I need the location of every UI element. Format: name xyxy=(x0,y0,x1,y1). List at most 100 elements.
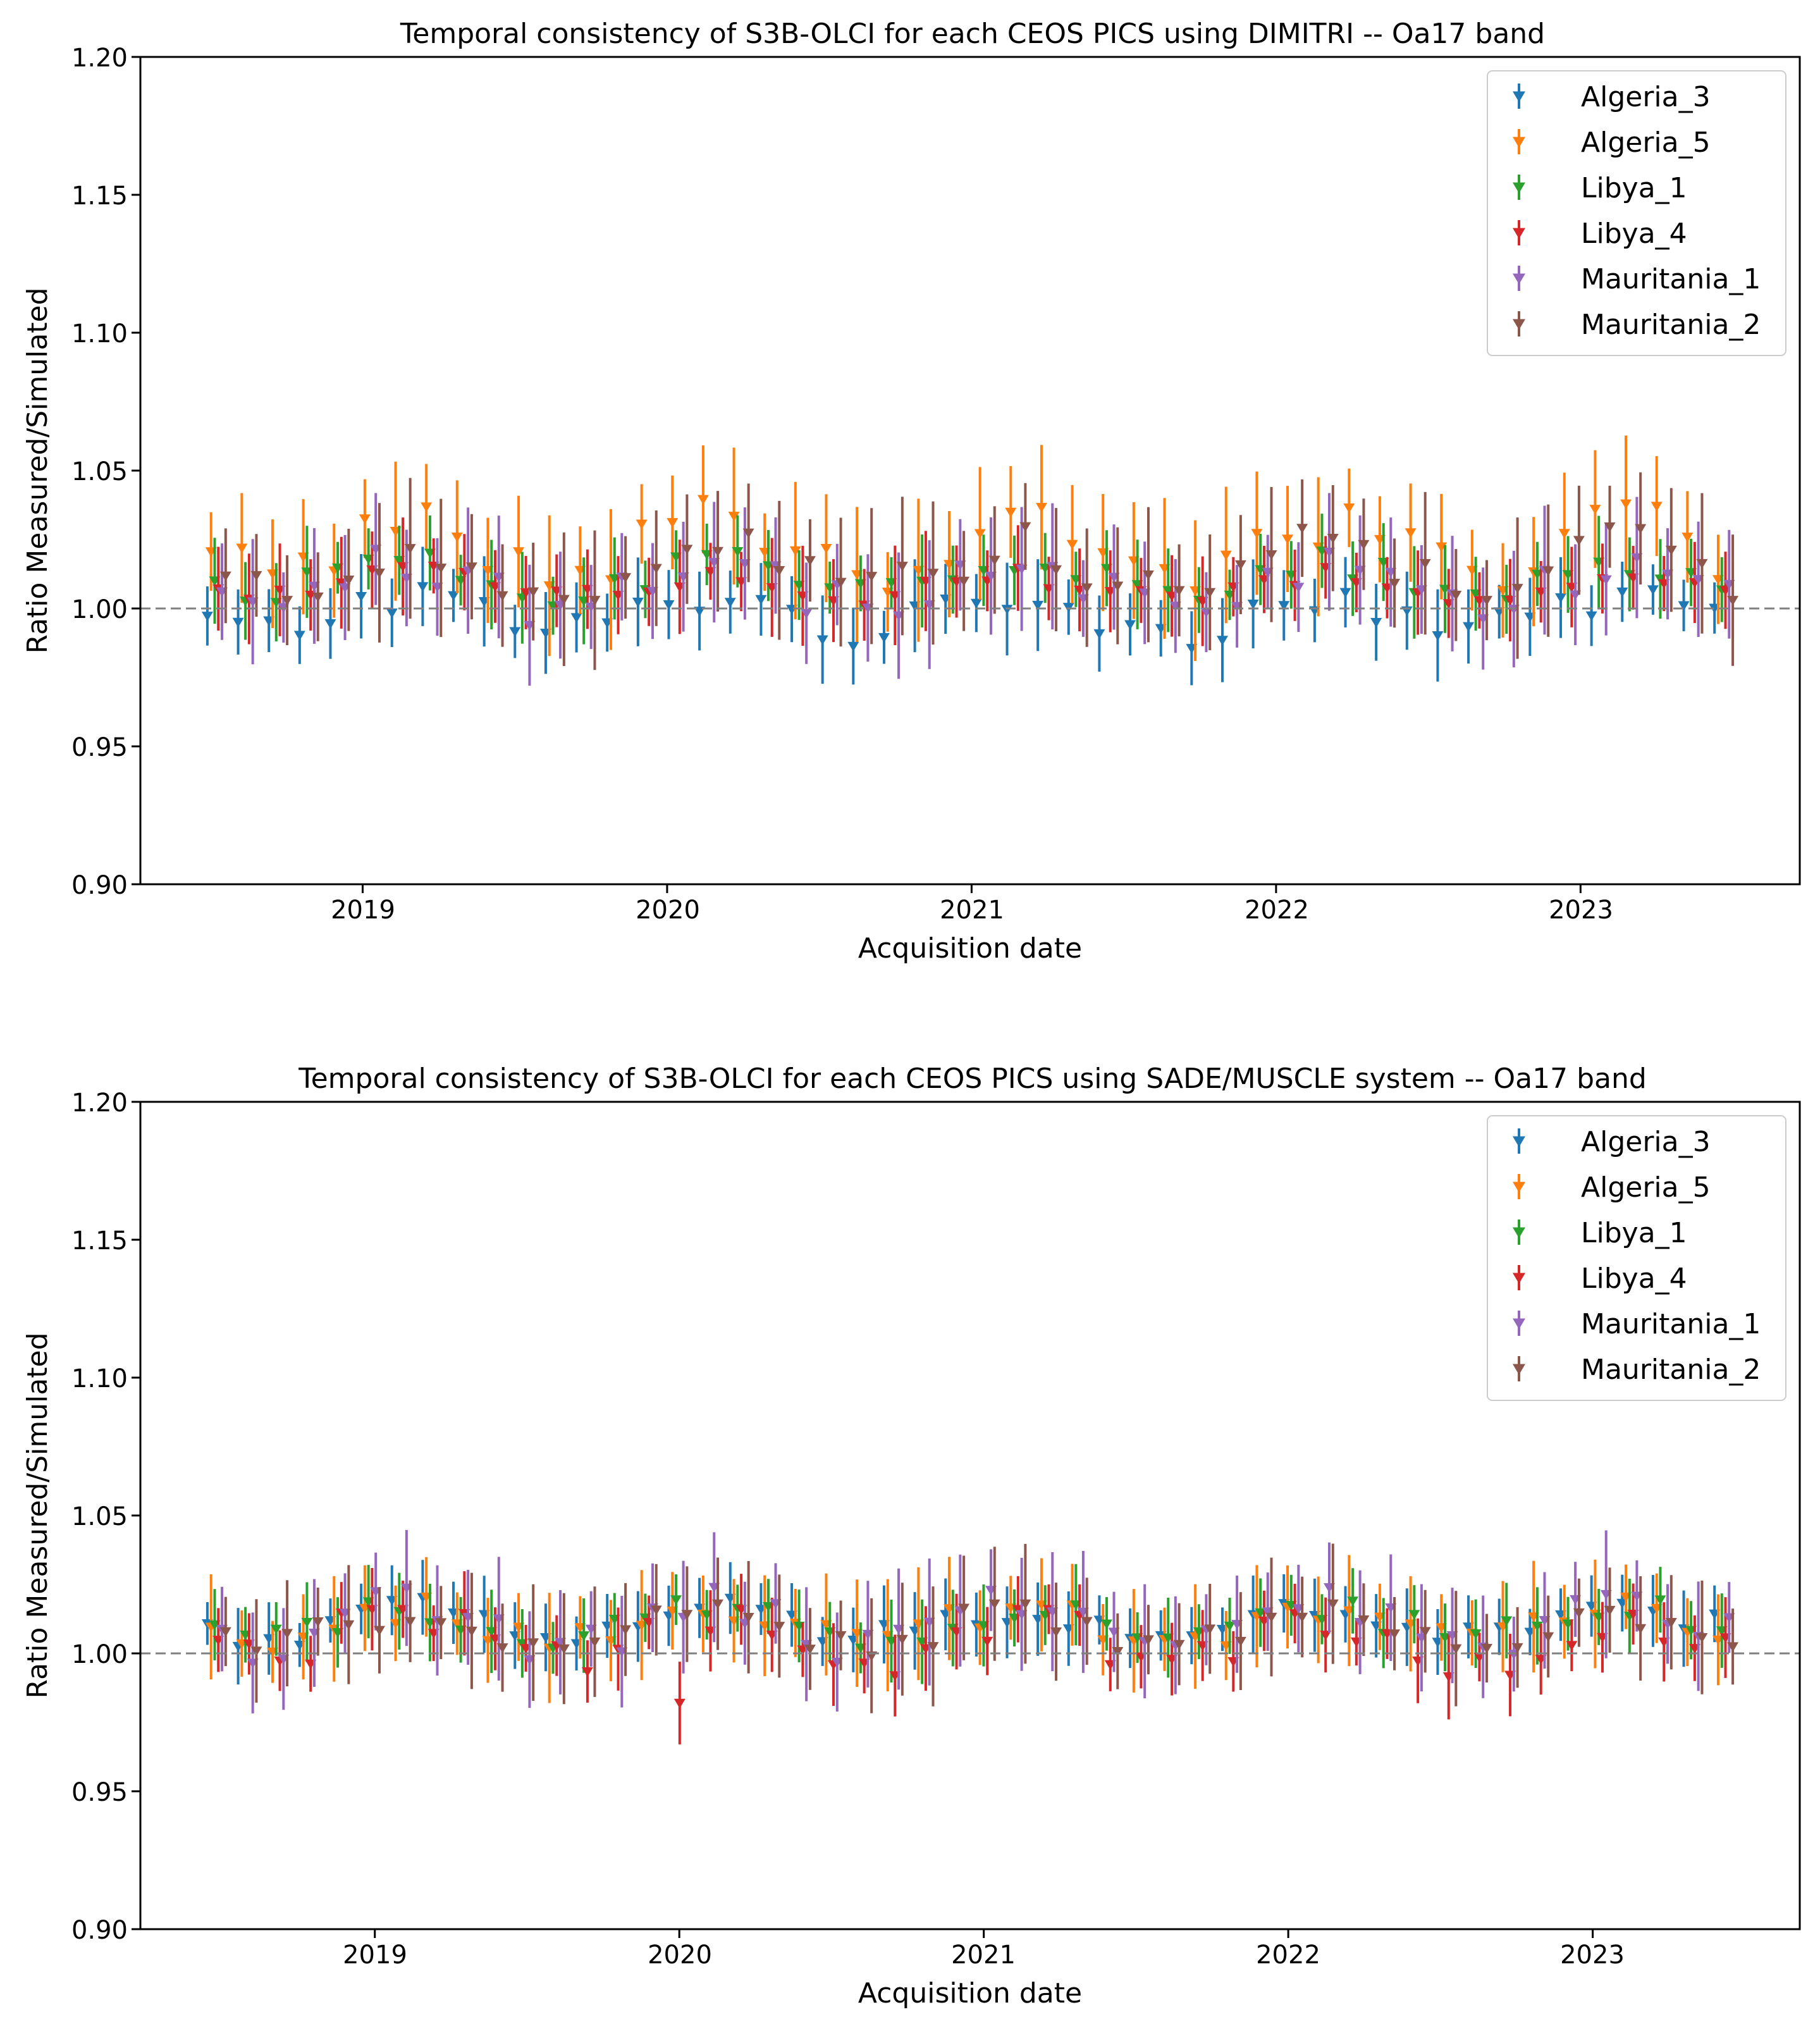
chart-title: Temporal consistency of S3B-OLCI for eac… xyxy=(298,1063,1647,1095)
y-tick: 1.15 xyxy=(71,182,128,211)
data-point xyxy=(1251,529,1263,539)
x-tick: 2023 xyxy=(1560,1941,1625,1970)
data-point xyxy=(1566,1641,1578,1651)
data-point xyxy=(1419,559,1431,569)
data-points xyxy=(201,1529,1739,1744)
data-point xyxy=(670,1595,682,1605)
data-point xyxy=(1032,600,1044,611)
data-point xyxy=(1100,1619,1112,1629)
data-point xyxy=(1293,583,1305,593)
data-point xyxy=(281,596,293,606)
data-point xyxy=(773,565,785,576)
data-point xyxy=(589,596,601,606)
legend-label: Libya_1 xyxy=(1581,172,1687,204)
data-point xyxy=(1081,1617,1093,1627)
y-tick-label: 0.95 xyxy=(71,1778,128,1807)
data-point xyxy=(927,569,939,579)
legend-marker xyxy=(1513,1318,1525,1330)
data-point xyxy=(1265,1612,1277,1623)
y-tick: 1.05 xyxy=(71,1502,128,1531)
data-point xyxy=(496,591,508,602)
data-point xyxy=(1224,1621,1236,1632)
data-point xyxy=(1573,536,1585,546)
data-point xyxy=(578,1631,590,1641)
data-point xyxy=(1589,505,1601,515)
data-point xyxy=(435,1618,447,1628)
legend-marker xyxy=(1513,91,1525,102)
chart-title: Temporal consistency of S3B-OLCI for eac… xyxy=(400,18,1545,50)
data-point xyxy=(835,1631,847,1641)
data-point xyxy=(1470,1629,1482,1639)
data-point xyxy=(981,1636,993,1647)
x-tick: 2019 xyxy=(331,896,395,925)
data-point xyxy=(1511,584,1523,594)
data-point xyxy=(1001,605,1013,615)
data-point xyxy=(1343,503,1355,514)
legend-frame xyxy=(1487,70,1786,356)
data-point xyxy=(589,1637,601,1648)
legend-marker xyxy=(1513,137,1525,148)
y-tick: 1.00 xyxy=(71,595,128,624)
legend-label: Mauritania_1 xyxy=(1581,1308,1761,1340)
data-point xyxy=(421,502,433,512)
data-point xyxy=(219,571,231,581)
data-point xyxy=(1220,550,1232,560)
series-Libya_1 xyxy=(209,1564,1728,1684)
data-point xyxy=(1542,1632,1554,1642)
data-point xyxy=(1408,1610,1420,1620)
legend-marker xyxy=(1513,1364,1525,1375)
data-point xyxy=(712,546,724,557)
legend-marker xyxy=(1513,1136,1525,1147)
data-point xyxy=(1296,1612,1308,1623)
data-point xyxy=(1554,593,1566,603)
data-point xyxy=(1501,1616,1513,1626)
x-tick-label: 2021 xyxy=(940,896,1004,925)
x-tick-label: 2023 xyxy=(1560,1941,1625,1970)
y-tick-label: 1.00 xyxy=(71,1640,128,1669)
y-tick: 1.10 xyxy=(71,319,128,349)
data-point xyxy=(1604,1605,1616,1616)
data-point xyxy=(1066,540,1078,550)
data-point xyxy=(1585,611,1597,621)
data-point xyxy=(728,512,740,522)
data-point xyxy=(281,1629,293,1639)
legend-label: Algeria_3 xyxy=(1581,81,1711,113)
data-point xyxy=(1480,1643,1492,1654)
data-point xyxy=(1727,596,1739,606)
data-point xyxy=(878,633,890,643)
data-point xyxy=(1358,1615,1370,1626)
data-point xyxy=(1696,559,1708,569)
data-point xyxy=(1050,1627,1062,1638)
data-point xyxy=(896,1634,908,1645)
data-point xyxy=(312,1617,324,1627)
data-point xyxy=(1093,629,1105,639)
data-point xyxy=(270,1624,282,1634)
x-tick: 2021 xyxy=(951,1941,1016,1970)
y-tick-label: 0.95 xyxy=(71,733,128,762)
x-tick-label: 2021 xyxy=(951,1941,1016,1970)
data-point xyxy=(250,1646,262,1657)
legend-marker xyxy=(1513,228,1525,239)
legend: Algeria_3 Algeria_5 Libya_1 Libya_4 Maur… xyxy=(1487,70,1786,356)
data-point xyxy=(650,564,662,574)
x-tick-label: 2023 xyxy=(1549,896,1613,925)
y-axis-label: Ratio Measured/Simulated xyxy=(22,287,54,653)
data-points xyxy=(201,435,1739,686)
data-point xyxy=(1320,1631,1332,1641)
data-point xyxy=(1019,522,1031,532)
y-tick: 1.15 xyxy=(71,1226,128,1256)
y-tick: 1.20 xyxy=(71,1089,128,1118)
y-tick: 1.20 xyxy=(71,44,128,73)
data-point xyxy=(681,545,693,555)
data-point xyxy=(343,576,355,586)
data-point xyxy=(927,1642,939,1652)
y-tick-label: 1.20 xyxy=(71,44,128,73)
data-point xyxy=(201,612,213,622)
data-point xyxy=(1542,566,1554,576)
data-point xyxy=(301,1617,313,1628)
data-point xyxy=(324,619,336,629)
data-point xyxy=(1432,631,1444,641)
data-point xyxy=(1005,507,1017,518)
y-tick-label: 0.90 xyxy=(71,871,128,900)
data-point xyxy=(1665,1618,1677,1628)
